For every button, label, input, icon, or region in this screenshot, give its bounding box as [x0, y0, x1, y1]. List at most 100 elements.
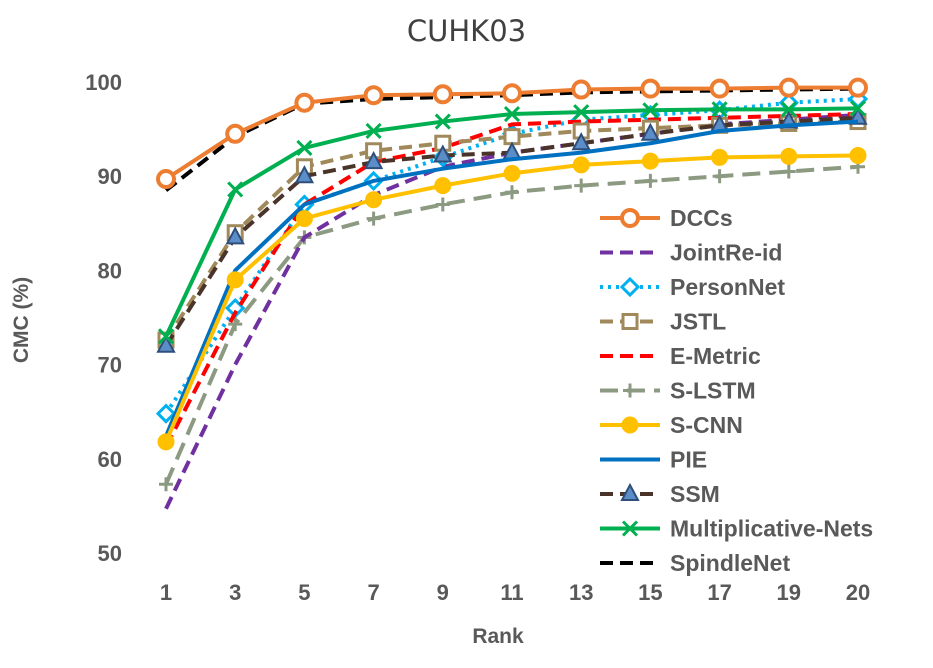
y-tick-label: 70 [98, 353, 122, 378]
data-point [574, 178, 589, 193]
y-axis-label: CMC (%) [10, 277, 33, 363]
data-point [295, 210, 313, 228]
data-point [712, 169, 727, 184]
data-point [228, 317, 243, 332]
legend-marker [623, 383, 637, 398]
legend-item: PIE [600, 447, 707, 473]
data-point [711, 148, 729, 166]
data-point [505, 185, 519, 200]
data-point [157, 433, 175, 451]
series-s-cnn [157, 146, 867, 451]
data-point [503, 164, 521, 182]
data-point [640, 78, 661, 99]
legend: DCCs JointRe-id PersonNet JSTL E-Metric S-LST… [600, 205, 873, 576]
data-point [642, 102, 659, 119]
data-point [848, 77, 868, 98]
data-point [159, 477, 173, 492]
x-tick-label: 1 [160, 580, 172, 605]
data-point [434, 177, 452, 195]
data-point [225, 226, 245, 245]
x-tick-label: 17 [707, 580, 731, 605]
data-point [365, 122, 382, 140]
y-tick-label: 90 [98, 164, 122, 189]
data-point [573, 104, 590, 121]
series-layer [155, 77, 869, 510]
series-multiplicative-nets [157, 100, 867, 345]
x-axis-label: Rank [472, 625, 524, 648]
data-point [365, 191, 383, 209]
data-point [225, 123, 246, 144]
data-point [849, 146, 867, 164]
data-point [571, 79, 592, 100]
legend-label: S-CNN [670, 412, 743, 438]
data-point [294, 92, 315, 113]
data-point [296, 139, 313, 157]
y-tick-label: 60 [98, 447, 122, 472]
data-point [157, 328, 175, 345]
legend-item: SpindleNet [600, 550, 790, 576]
data-point [780, 101, 797, 118]
data-point [571, 132, 591, 151]
x-tick-label: 9 [437, 580, 449, 605]
data-point [363, 150, 384, 170]
legend-item: Multiplicative-Nets [600, 516, 873, 542]
data-point [434, 113, 451, 130]
legend-label: Multiplicative-Nets [670, 516, 873, 542]
legend-marker [621, 313, 639, 330]
legend-marker [620, 482, 640, 501]
legend-item: DCCs [600, 205, 733, 231]
legend-item: PersonNet [600, 274, 785, 300]
x-tick-label: 11 [500, 580, 523, 605]
data-point [711, 101, 728, 118]
data-point [780, 147, 798, 165]
data-point [366, 211, 381, 226]
series-line [164, 112, 859, 448]
series-line [164, 164, 859, 486]
legend-label: SSM [670, 481, 720, 507]
legend-label: SpindleNet [670, 550, 790, 576]
data-point [156, 169, 176, 190]
data-point [503, 105, 521, 123]
data-point [709, 78, 730, 99]
legend-marker [621, 416, 639, 434]
series-line [164, 119, 859, 437]
legend-item: S-LSTM [600, 378, 756, 404]
data-point [572, 156, 590, 174]
data-point [432, 84, 453, 105]
y-tick-label: 100 [85, 70, 122, 95]
x-tick-label: 13 [569, 580, 593, 605]
x-tick-label: 5 [298, 580, 310, 605]
legend-marker [620, 208, 640, 228]
data-point [156, 334, 176, 353]
data-point [849, 100, 867, 117]
legend-label: PIE [670, 447, 707, 473]
x-tick-label: 7 [367, 580, 379, 605]
data-point [294, 165, 315, 184]
data-point [435, 197, 450, 212]
legend-item: S-CNN [600, 412, 743, 438]
data-point [433, 144, 453, 163]
series-dccs [156, 77, 868, 190]
data-point [502, 83, 522, 104]
data-point [226, 271, 244, 289]
legend-item: E-Metric [600, 343, 761, 369]
legend-item: SSM [600, 481, 720, 507]
data-point [363, 85, 384, 106]
data-point [641, 152, 659, 170]
series-ssm [156, 106, 868, 353]
data-point [155, 403, 177, 424]
data-point [227, 181, 244, 198]
data-point [640, 122, 661, 141]
y-tick-label: 50 [98, 541, 122, 566]
data-point [778, 77, 799, 98]
y-tick-label: 80 [98, 258, 122, 283]
series-e-metric [164, 112, 859, 448]
x-tick-label: 20 [846, 580, 870, 605]
legend-label: JointRe-id [670, 240, 782, 266]
x-tick-label: 3 [229, 580, 241, 605]
legend-label: DCCs [670, 205, 733, 231]
legend-label: PersonNet [670, 274, 785, 300]
data-point [643, 173, 658, 188]
